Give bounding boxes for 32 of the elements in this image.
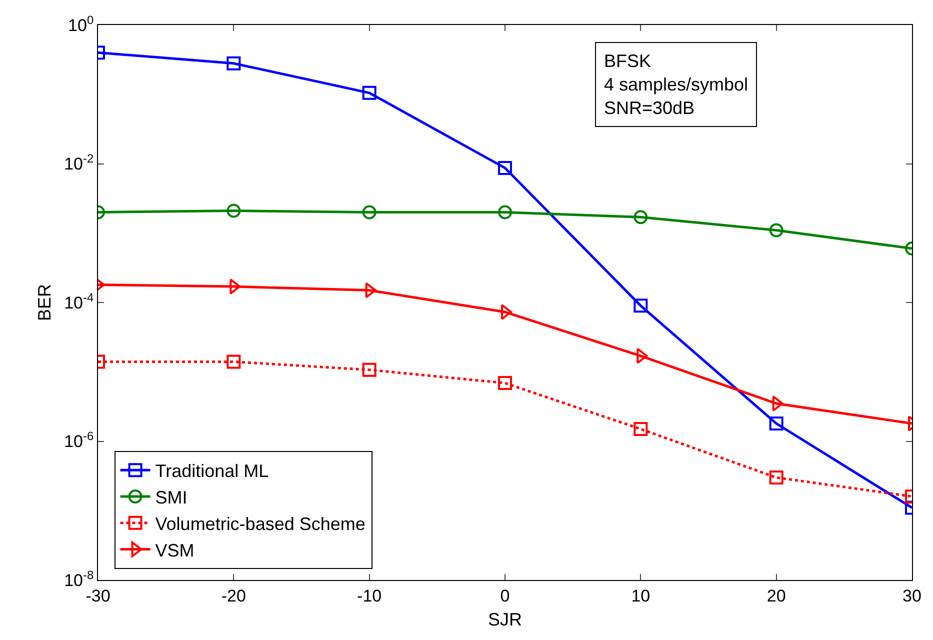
- annotation: 4 samples/symbol: [604, 74, 748, 94]
- point: [362, 205, 376, 220]
- legend-label: SMI: [155, 488, 188, 508]
- legend-label: VSM: [155, 540, 194, 560]
- point: [634, 298, 648, 313]
- point: [769, 223, 784, 238]
- legend-label: Volumetric-based Scheme: [155, 514, 366, 534]
- x-tick-label: 20: [766, 586, 786, 606]
- annotation: BFSK: [604, 51, 652, 71]
- point: [362, 86, 376, 100]
- point: [769, 416, 784, 431]
- y-tick-label: 10$^{-6}$: [64, 429, 94, 452]
- point: [230, 278, 241, 294]
- point: [498, 160, 512, 175]
- x-tick-label: -20: [221, 586, 246, 606]
- y-axis-title: BER: [34, 284, 54, 322]
- point: [498, 376, 512, 390]
- x-axis-title: SJR: [488, 610, 522, 630]
- point: [634, 422, 648, 436]
- y-tick-label: 10$^{-2}$: [64, 152, 94, 174]
- point: [634, 210, 648, 224]
- point: [498, 205, 512, 220]
- y-tick-label: 10$^{0}$: [68, 12, 94, 35]
- x-tick-label: 0: [500, 586, 510, 606]
- y-tick-label: 10$^{-4}$: [64, 290, 94, 312]
- x-tick-label: 30: [902, 586, 922, 606]
- legend-label: Traditional ML: [155, 461, 269, 482]
- point: [362, 362, 376, 377]
- x-tick-label: -10: [357, 586, 382, 606]
- annotation: SNR=30dB: [604, 98, 695, 118]
- point: [769, 470, 784, 485]
- x-tick-label: 10: [631, 586, 650, 606]
